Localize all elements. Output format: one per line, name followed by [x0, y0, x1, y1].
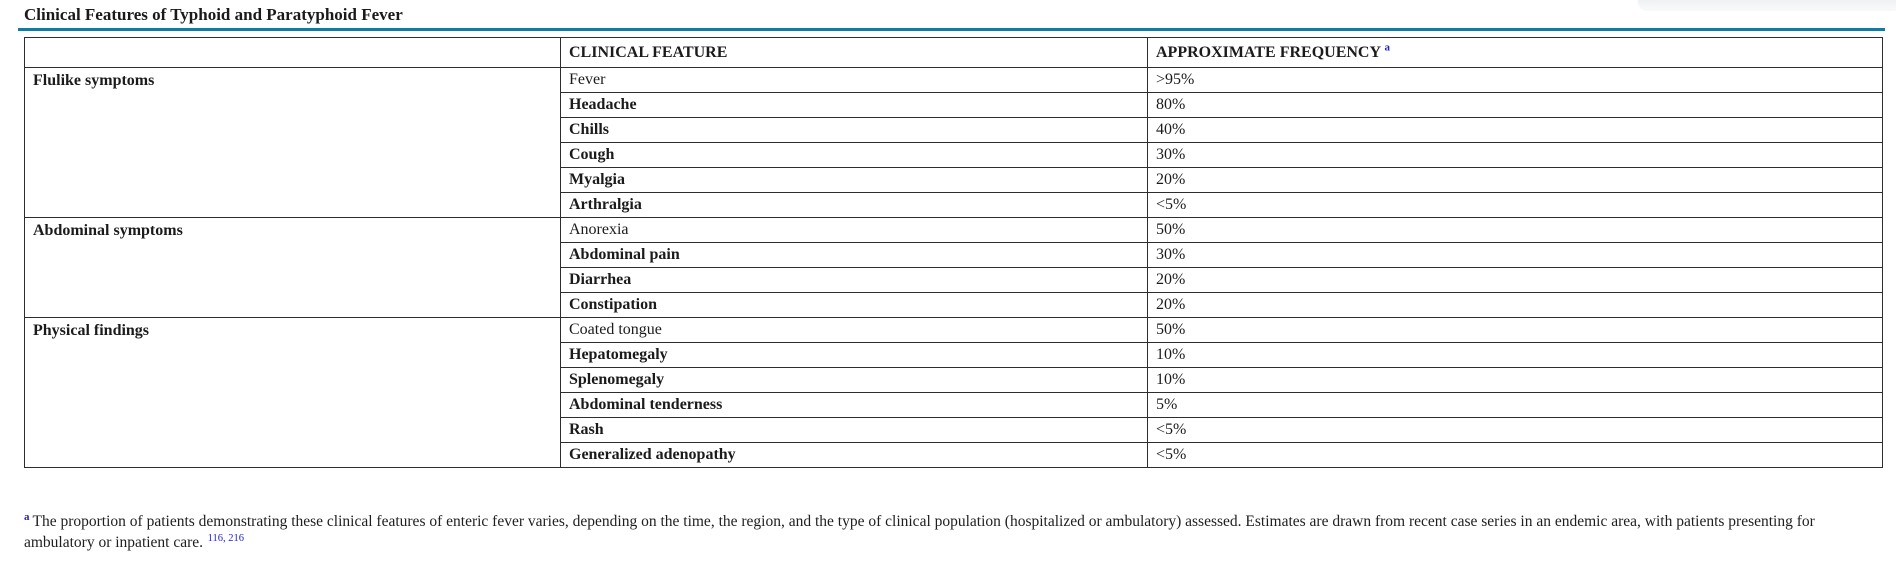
clinical-feature-cell: Arthralgia — [560, 192, 1148, 218]
frequency-cell: 10% — [1147, 367, 1883, 393]
clinical-feature-cell: Abdominal tenderness — [560, 392, 1148, 418]
page-title: Clinical Features of Typhoid and Paratyp… — [24, 5, 403, 24]
header-clinical-feature-label: CLINICAL FEATURE — [569, 43, 728, 61]
frequency-cell: <5% — [1147, 192, 1883, 218]
clinical-feature-cell: Cough — [560, 142, 1148, 168]
clinical-feature-cell: Abdominal pain — [560, 242, 1148, 268]
header-empty-cell — [24, 37, 561, 68]
header-clinical-feature: CLINICAL FEATURE — [560, 37, 1148, 68]
row-group-label: Physical findings — [24, 317, 561, 468]
header-approximate-frequency: APPROXIMATE FREQUENCY a — [1147, 37, 1883, 68]
browser-overlay-corner — [1638, 0, 1896, 9]
clinical-feature-cell: Generalized adenopathy — [560, 442, 1148, 468]
footnote-marker-link[interactable]: a — [24, 510, 30, 523]
table-row: Flulike symptoms Fever >95% — [24, 67, 1883, 218]
frequency-cell: <5% — [1147, 417, 1883, 443]
frequency-cell: 30% — [1147, 242, 1883, 268]
header-approximate-frequency-label: APPROXIMATE FREQUENCY — [1156, 43, 1381, 61]
frequency-cell: <5% — [1147, 442, 1883, 468]
row-group-label: Abdominal symptoms — [24, 217, 561, 318]
footnote: a The proportion of patients demonstratin… — [24, 511, 1880, 553]
frequency-cell: 30% — [1147, 142, 1883, 168]
table-row: Constipation 20% — [25, 292, 1883, 318]
table-row: Abdominal symptoms Anorexia 50% — [24, 217, 1883, 318]
table-body: Flulike symptoms Fever >95% Headache 80% Chil… — [24, 67, 1883, 468]
clinical-feature-cell: Splenomegaly — [560, 367, 1148, 393]
clinical-feature-cell: Diarrhea — [560, 267, 1148, 293]
table-row: Splenomegaly 10% — [25, 367, 1883, 393]
table-row: Diarrhea 20% — [25, 267, 1883, 293]
clinical-feature-cell: Coated tongue — [560, 317, 1148, 343]
table-row: Abdominal pain 30% — [25, 242, 1883, 268]
frequency-cell: 80% — [1147, 92, 1883, 118]
table-header-row: CLINICAL FEATURE APPROXIMATE FREQUENCY a — [24, 37, 1883, 68]
clinical-feature-cell: Chills — [560, 117, 1148, 143]
header-footnote-marker-link[interactable]: a — [1384, 41, 1390, 54]
footnote-text: The proportion of patients demonstrating… — [24, 513, 1815, 551]
table-row: Cough 30% — [25, 142, 1883, 168]
clinical-feature-cell: Rash — [560, 417, 1148, 443]
frequency-cell: >95% — [1147, 67, 1883, 93]
frequency-cell: 20% — [1147, 267, 1883, 293]
frequency-cell: 10% — [1147, 342, 1883, 368]
frequency-cell: 20% — [1147, 167, 1883, 193]
frequency-cell: 50% — [1147, 217, 1883, 243]
table-row: Headache 80% — [25, 92, 1883, 118]
clinical-feature-cell: Hepatomegaly — [560, 342, 1148, 368]
title-accent-rule — [18, 28, 1885, 31]
clinical-feature-cell: Headache — [560, 92, 1148, 118]
clinical-feature-cell: Fever — [560, 67, 1148, 93]
frequency-cell: 5% — [1147, 392, 1883, 418]
clinical-feature-cell: Anorexia — [560, 217, 1148, 243]
table-row: Generalized adenopathy <5% — [25, 442, 1883, 468]
frequency-cell: 50% — [1147, 317, 1883, 343]
frequency-cell: 20% — [1147, 292, 1883, 318]
table-row: Rash <5% — [25, 417, 1883, 443]
clinical-features-table: CLINICAL FEATURE APPROXIMATE FREQUENCY a… — [24, 37, 1883, 468]
frequency-cell: 40% — [1147, 117, 1883, 143]
clinical-feature-cell: Myalgia — [560, 167, 1148, 193]
table-row: Physical findings Coated tongue 50% — [24, 317, 1883, 468]
row-group-label: Flulike symptoms — [24, 67, 561, 218]
footnote-reference-links[interactable]: 116, 216 — [205, 532, 245, 544]
table-row: Myalgia 20% — [25, 167, 1883, 193]
clinical-feature-cell: Constipation — [560, 292, 1148, 318]
table-row: Arthralgia <5% — [25, 192, 1883, 218]
